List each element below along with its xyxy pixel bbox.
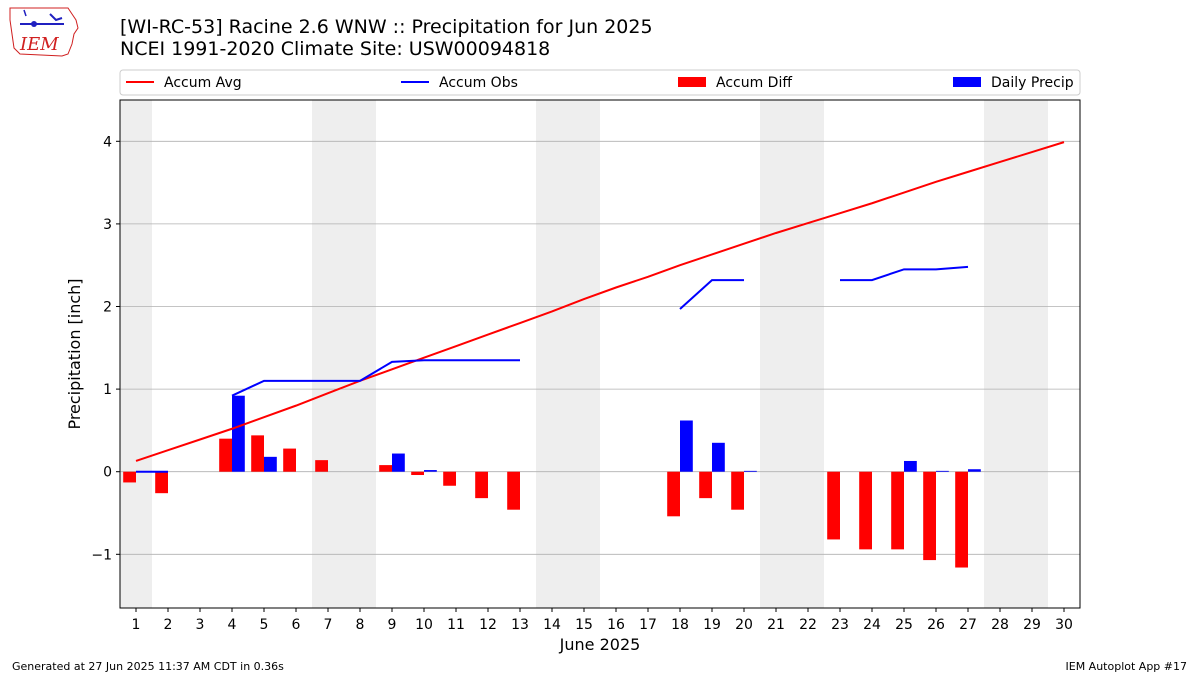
accum-obs-line-segment-3 — [840, 265, 969, 282]
weekend-shade-2 — [536, 100, 600, 608]
legend-label-3: Daily Precip — [991, 75, 1074, 91]
accum-diff-bar-day-24 — [859, 471, 872, 550]
accum-diff-bar-day-13 — [507, 471, 520, 510]
x-tick-label-5: 5 — [260, 617, 269, 633]
weekend-shade-3 — [760, 100, 824, 608]
x-tick-label-27: 27 — [959, 617, 977, 633]
x-tick-label-17: 17 — [639, 617, 657, 633]
accum-diff-bar-day-2 — [155, 471, 168, 494]
daily-precip-bar-day-27 — [968, 469, 981, 472]
accum-diff-bar-day-12 — [475, 471, 488, 499]
x-tick-label-29: 29 — [1023, 617, 1041, 633]
accum-diff-bar-day-18 — [667, 471, 680, 517]
accum-diff-bar-day-27 — [955, 471, 968, 568]
x-tick-label-15: 15 — [575, 617, 593, 633]
chart-title-line2: NCEI 1991-2020 Climate Site: USW00094818 — [120, 38, 551, 60]
accum-diff-bar-day-4 — [219, 438, 232, 472]
accum-diff-bar-day-5 — [251, 435, 264, 472]
x-tick-label-13: 13 — [511, 617, 529, 633]
iem-logo: IEM — [6, 4, 82, 64]
accum-diff-bar-day-23 — [827, 471, 840, 540]
x-tick-label-10: 10 — [415, 617, 433, 633]
daily-precip-bar-day-26 — [936, 470, 949, 472]
plot-frame — [119, 99, 1081, 609]
x-tick-label-25: 25 — [895, 617, 913, 633]
daily-precip-bar-day-10 — [424, 470, 437, 472]
y-tick-label-3: 2 — [103, 300, 112, 316]
x-tick-label-12: 12 — [479, 617, 497, 633]
x-tick-label-20: 20 — [735, 617, 753, 633]
accum-obs-line-segment-1 — [231, 359, 520, 397]
x-tick-label-26: 26 — [927, 617, 945, 633]
x-tick-label-22: 22 — [799, 617, 817, 633]
y-tick-label-5: 4 — [103, 134, 112, 150]
x-tick-label-23: 23 — [831, 617, 849, 633]
legend-label-0: Accum Avg — [164, 75, 242, 91]
daily-precip-bar-day-20 — [744, 470, 757, 472]
weekend-shade-0 — [120, 100, 152, 608]
daily-precip-bar-day-4 — [232, 395, 245, 472]
x-tick-label-11: 11 — [447, 617, 465, 633]
legend-box — [119, 69, 1081, 96]
x-tick-label-14: 14 — [543, 617, 561, 633]
daily-precip-bar-day-18 — [680, 420, 693, 472]
x-tick-label-6: 6 — [292, 617, 301, 633]
legend-swatch-2 — [678, 77, 706, 87]
logo-text: IEM — [19, 34, 59, 55]
accum-diff-bar-day-26 — [923, 471, 936, 561]
accum-diff-bar-day-11 — [443, 471, 456, 486]
x-axis-label: June 2025 — [559, 635, 641, 654]
y-tick-label-4: 3 — [103, 217, 112, 233]
daily-precip-bar-day-19 — [712, 442, 725, 472]
x-tick-label-16: 16 — [607, 617, 625, 633]
y-axis-label: Precipitation [inch] — [65, 278, 84, 429]
x-tick-label-18: 18 — [671, 617, 689, 633]
legend-swatch-3 — [953, 77, 981, 87]
y-tick-label-0: −1 — [91, 547, 112, 563]
accum-avg-line-segment-0 — [135, 141, 1065, 462]
iowa-state-outline-icon: IEM — [9, 7, 79, 57]
weekend-shade-4 — [984, 100, 1048, 608]
daily-precip-bar-day-9 — [392, 453, 405, 472]
footer-app: IEM Autoplot App #17 — [1065, 660, 1188, 673]
x-tick-label-7: 7 — [324, 617, 333, 633]
accum-diff-bar-day-10 — [411, 471, 424, 476]
daily-precip-bar-day-25 — [904, 460, 917, 472]
x-tick-label-3: 3 — [196, 617, 205, 633]
x-tick-label-28: 28 — [991, 617, 1009, 633]
accum-diff-bar-day-1 — [123, 471, 136, 483]
accum-obs-line-segment-2 — [679, 279, 744, 310]
accum-diff-bar-day-7 — [315, 460, 328, 472]
x-tick-label-4: 4 — [228, 617, 237, 633]
accum-diff-bar-day-19 — [699, 471, 712, 499]
chart-title: [WI-RC-53] Racine 2.6 WNW :: Precipitati… — [120, 16, 653, 60]
x-tick-label-19: 19 — [703, 617, 721, 633]
x-tick-label-24: 24 — [863, 617, 881, 633]
footer-generated: Generated at 27 Jun 2025 11:37 AM CDT in… — [12, 660, 284, 673]
accum-diff-bar-day-9 — [379, 465, 392, 472]
x-tick-label-1: 1 — [132, 617, 141, 633]
accum-diff-bar-day-20 — [731, 471, 744, 510]
weekend-shade-1 — [312, 100, 376, 608]
x-tick-label-2: 2 — [164, 617, 173, 633]
legend-label-2: Accum Diff — [716, 75, 792, 91]
x-tick-label-8: 8 — [356, 617, 365, 633]
accum-diff-bar-day-25 — [891, 471, 904, 550]
x-tick-label-30: 30 — [1055, 617, 1073, 633]
legend-label-1: Accum Obs — [439, 75, 518, 91]
x-tick-label-21: 21 — [767, 617, 785, 633]
accum-diff-bar-day-6 — [283, 448, 296, 472]
y-tick-label-2: 1 — [103, 382, 112, 398]
y-tick-label-1: 0 — [103, 465, 112, 481]
daily-precip-bar-day-5 — [264, 456, 277, 472]
x-tick-label-9: 9 — [388, 617, 397, 633]
chart-title-line1: [WI-RC-53] Racine 2.6 WNW :: Precipitati… — [120, 16, 653, 38]
